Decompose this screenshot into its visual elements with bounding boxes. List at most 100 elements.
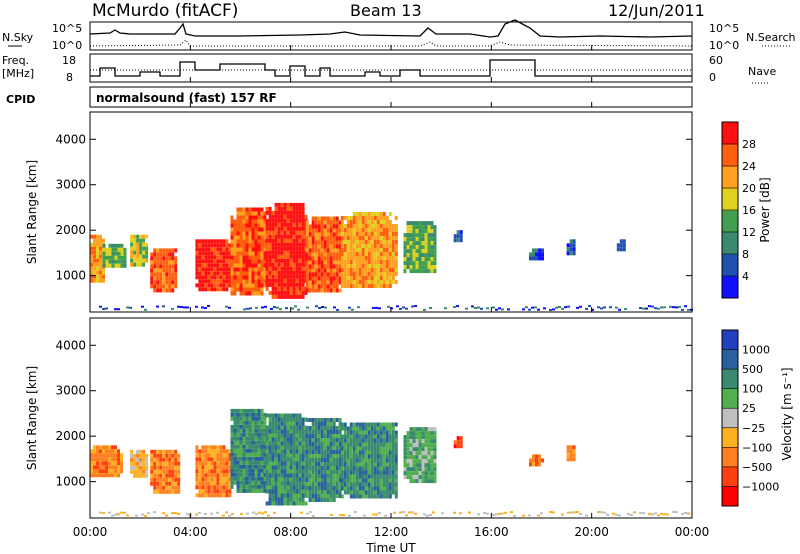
velocity-cell xyxy=(117,465,120,470)
power-cell xyxy=(346,236,350,240)
power-cell xyxy=(305,272,309,277)
power-scatter-cell xyxy=(162,305,165,308)
power-cell xyxy=(412,257,416,262)
power-cell xyxy=(198,267,202,272)
power-cell xyxy=(355,228,359,232)
power-cell xyxy=(326,228,330,233)
velocity-cell xyxy=(370,478,374,483)
velocity-cell xyxy=(210,465,214,470)
velocity-cell xyxy=(292,437,296,442)
velocity-cell xyxy=(388,478,392,483)
power-cell xyxy=(245,271,249,276)
colorbar-tick-label: −1000 xyxy=(742,480,779,493)
power-cell xyxy=(139,250,143,255)
power-cell xyxy=(225,247,229,252)
velocity-cell xyxy=(427,439,431,444)
power-cell xyxy=(329,232,333,237)
velocity-cell xyxy=(283,421,287,426)
power-cell xyxy=(204,287,208,292)
power-scatter-cell xyxy=(657,307,660,310)
power-cell xyxy=(265,222,269,227)
power-cell xyxy=(385,220,389,224)
velocity-cell xyxy=(367,454,371,459)
velocity-cell xyxy=(391,474,395,479)
velocity-cell xyxy=(382,426,386,431)
velocity-cell xyxy=(168,481,172,486)
power-cell xyxy=(430,265,434,270)
velocity-cell xyxy=(335,478,339,482)
velocity-cell xyxy=(418,443,422,448)
colorbar-swatch xyxy=(722,349,738,370)
power-cell xyxy=(394,240,398,244)
power-cell xyxy=(427,269,431,274)
power-cell xyxy=(159,276,163,281)
power-cell xyxy=(349,252,353,256)
power-cell xyxy=(301,290,305,295)
velocity-scatter-cell xyxy=(549,511,552,513)
velocity-cell xyxy=(355,442,359,447)
power-cell xyxy=(280,226,284,231)
power-cell xyxy=(352,280,356,284)
velocity-cell xyxy=(412,471,416,476)
power-cell xyxy=(376,276,380,280)
power-cell xyxy=(150,272,154,277)
velocity-cell xyxy=(210,469,214,474)
power-cell xyxy=(210,275,214,280)
velocity-cell xyxy=(424,479,428,484)
velocity-scatter-cell xyxy=(258,511,261,514)
velocity-cell xyxy=(292,497,296,502)
power-cell xyxy=(286,230,290,235)
power-cell xyxy=(233,275,237,280)
power-cell xyxy=(409,249,413,254)
power-cell xyxy=(379,248,383,252)
velocity-cell xyxy=(314,438,318,442)
velocity-cell xyxy=(335,426,339,430)
power-cell xyxy=(210,255,214,260)
velocity-cell xyxy=(295,437,299,442)
power-cell xyxy=(343,264,347,268)
power-cell xyxy=(409,253,413,258)
power-cell xyxy=(430,241,434,246)
power-cell xyxy=(352,244,356,248)
velocity-cell xyxy=(133,465,137,470)
power-cell xyxy=(532,256,535,261)
velocity-cell xyxy=(251,412,255,417)
velocity-cell xyxy=(263,436,267,441)
power-cell xyxy=(376,224,380,228)
power-cell xyxy=(242,235,246,240)
velocity-cell xyxy=(228,453,232,458)
power-cell xyxy=(239,267,243,272)
velocity-cell xyxy=(370,454,374,459)
power-cell xyxy=(415,257,419,262)
velocity-cell xyxy=(305,446,309,450)
power-cell xyxy=(236,279,240,284)
velocity-cell xyxy=(338,430,342,434)
velocity-cell xyxy=(280,437,284,442)
power-cell xyxy=(308,272,312,277)
velocity-cell xyxy=(298,485,302,490)
velocity-cell xyxy=(295,433,299,438)
velocity-cell xyxy=(418,431,422,436)
velocity-cell xyxy=(430,463,434,468)
velocity-cell xyxy=(248,464,252,469)
power-cell xyxy=(283,270,287,275)
power-cell xyxy=(320,220,324,225)
power-cell xyxy=(367,228,371,232)
power-cell xyxy=(156,264,160,269)
velocity-cell xyxy=(292,501,296,506)
power-cell xyxy=(120,255,124,260)
power-cell xyxy=(268,226,272,231)
velocity-cell xyxy=(367,458,371,463)
power-cell xyxy=(239,259,243,264)
velocity-cell xyxy=(358,434,362,439)
velocity-cell xyxy=(320,454,324,458)
power-cell xyxy=(391,280,395,284)
power-cell xyxy=(150,276,154,281)
power-cell xyxy=(242,271,246,276)
power-cell xyxy=(382,224,386,228)
power-cell xyxy=(361,212,365,216)
power-cell xyxy=(233,267,237,272)
power-cell xyxy=(102,270,105,275)
velocity-cell xyxy=(283,473,287,478)
power-cell xyxy=(376,248,380,252)
